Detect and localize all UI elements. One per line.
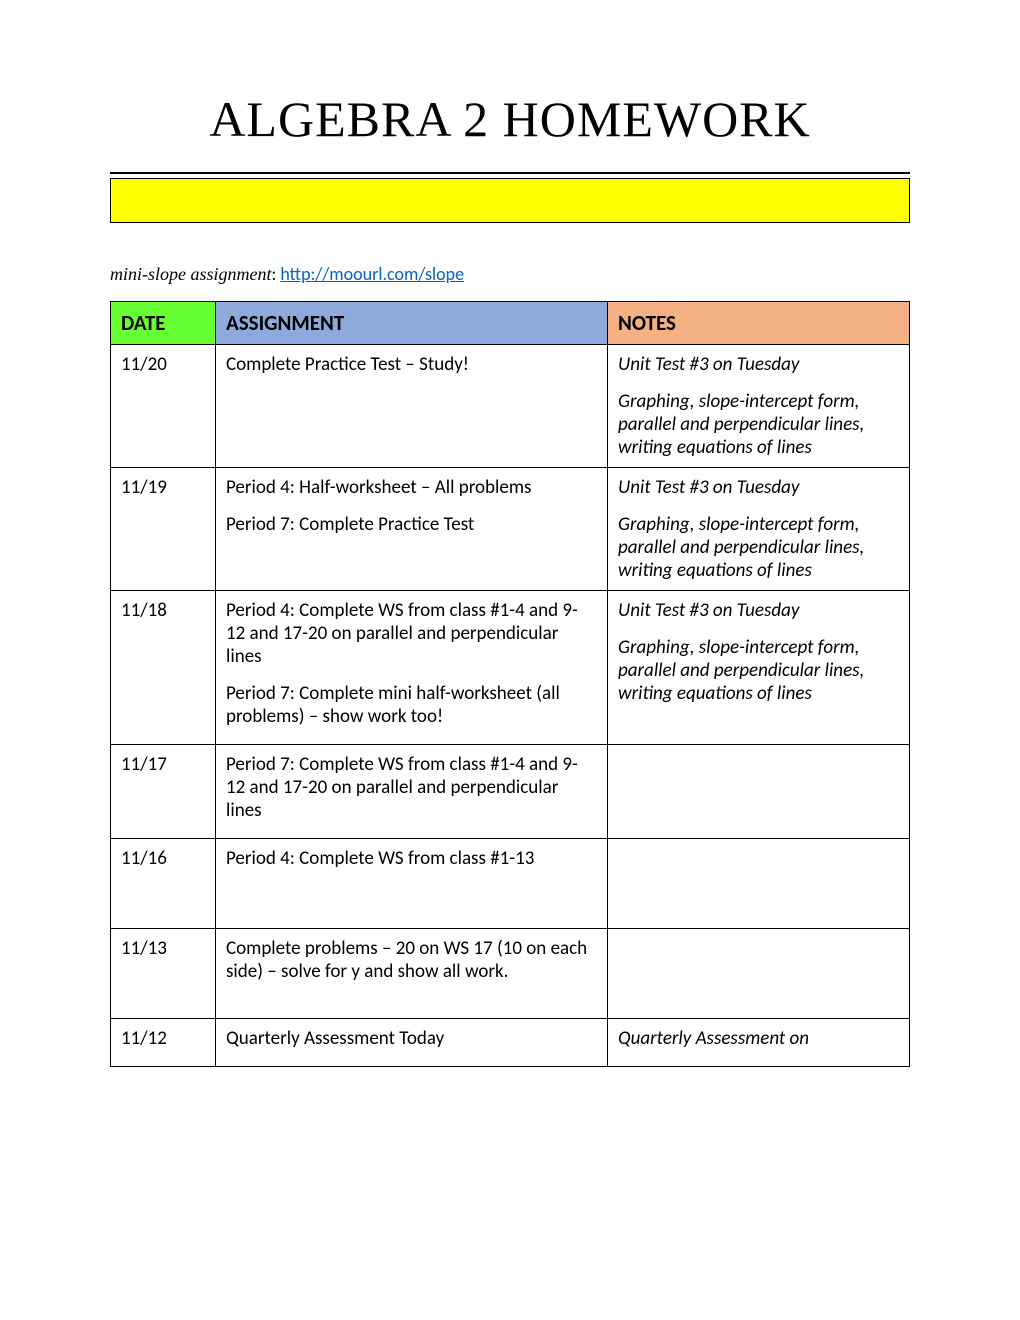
table-body: 11/20 Complete Practice Test – Study! Unit…: [111, 345, 910, 1067]
assignment-text: Period 7: Complete mini half-worksheet (…: [226, 682, 597, 728]
assignment-text: Complete Practice Test – Study!: [226, 353, 597, 376]
assignment-text: Period 4: Complete WS from class #1-4 an…: [226, 599, 597, 668]
assignment-cell: Complete Practice Test – Study!: [216, 345, 608, 468]
notes-cell: [608, 745, 910, 839]
assignment-cell: Quarterly Assessment Today: [216, 1019, 608, 1067]
date-cell: 11/18: [111, 591, 216, 745]
col-header-date: DATE: [111, 302, 216, 345]
date-cell: 11/13: [111, 929, 216, 1019]
assignment-cell: Period 4: Complete WS from class #1-4 an…: [216, 591, 608, 745]
reference-line: mini-slope assignment: http://moourl.com…: [110, 263, 910, 285]
table-row: 11/13Complete problems – 20 on WS 17 (10…: [111, 929, 910, 1019]
table-row: 11/17Period 7: Complete WS from class #1…: [111, 745, 910, 839]
date-cell: 11/12: [111, 1019, 216, 1067]
notes-cell: [608, 839, 910, 929]
table-row: 11/18Period 4: Complete WS from class #1…: [111, 591, 910, 745]
assignment-text: Quarterly Assessment Today: [226, 1027, 597, 1050]
notes-text: Graphing, slope-intercept form, parallel…: [618, 636, 899, 705]
table-header-row: DATE ASSIGNMENT NOTES: [111, 302, 910, 345]
col-header-notes: NOTES: [608, 302, 910, 345]
page-title: ALGEBRA 2 HOMEWORK: [110, 90, 910, 148]
assignment-cell: Complete problems – 20 on WS 17 (10 on e…: [216, 929, 608, 1019]
notes-text: Quarterly Assessment on: [618, 1027, 899, 1050]
notes-text: Graphing, slope-intercept form, parallel…: [618, 390, 899, 459]
notes-cell: Unit Test #3 on Tuesday Graphing, slope-i…: [608, 345, 910, 468]
assignment-text: Complete problems – 20 on WS 17 (10 on e…: [226, 937, 597, 983]
notes-text: Unit Test #3 on Tuesday: [618, 353, 899, 376]
assignment-cell: Period 7: Complete WS from class #1-4 an…: [216, 745, 608, 839]
assignment-text: Period 7: Complete WS from class #1-4 an…: [226, 753, 597, 822]
table-row: 11/20 Complete Practice Test – Study! Unit…: [111, 345, 910, 468]
notes-cell: Quarterly Assessment on: [608, 1019, 910, 1067]
reference-label: mini-slope assignment: [110, 264, 272, 284]
notes-cell: [608, 929, 910, 1019]
table-row: 11/19Period 4: Half-worksheet – All prob…: [111, 468, 910, 591]
notes-cell: Unit Test #3 on Tuesday Graphing, slope-i…: [608, 591, 910, 745]
col-header-assignment: ASSIGNMENT: [216, 302, 608, 345]
yellow-highlight-bar: [110, 178, 910, 223]
date-cell: 11/20: [111, 345, 216, 468]
notes-text: Unit Test #3 on Tuesday: [618, 476, 899, 499]
assignment-text: Period 4: Half-worksheet – All problems: [226, 476, 597, 499]
assignment-cell: Period 4: Half-worksheet – All problems P…: [216, 468, 608, 591]
assignment-text: Period 7: Complete Practice Test: [226, 513, 597, 536]
notes-cell: Unit Test #3 on Tuesday Graphing, slope-i…: [608, 468, 910, 591]
notes-text: Graphing, slope-intercept form, parallel…: [618, 513, 899, 582]
assignment-text: Period 4: Complete WS from class #1-13: [226, 847, 597, 870]
date-cell: 11/17: [111, 745, 216, 839]
reference-link[interactable]: http://moourl.com/slope: [280, 263, 464, 285]
notes-text: Unit Test #3 on Tuesday: [618, 599, 899, 622]
date-cell: 11/16: [111, 839, 216, 929]
table-row: 11/12 Quarterly Assessment Today Quarterly…: [111, 1019, 910, 1067]
date-cell: 11/19: [111, 468, 216, 591]
title-divider: [110, 172, 910, 174]
assignment-cell: Period 4: Complete WS from class #1-13: [216, 839, 608, 929]
homework-table: DATE ASSIGNMENT NOTES 11/20 Complete Prac…: [110, 301, 910, 1067]
table-row: 11/16 Period 4: Complete WS from class #1…: [111, 839, 910, 929]
